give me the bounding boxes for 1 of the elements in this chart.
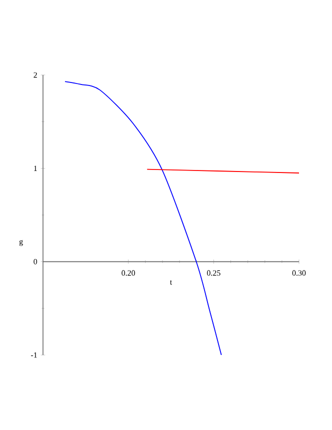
line-series — [64, 81, 222, 355]
